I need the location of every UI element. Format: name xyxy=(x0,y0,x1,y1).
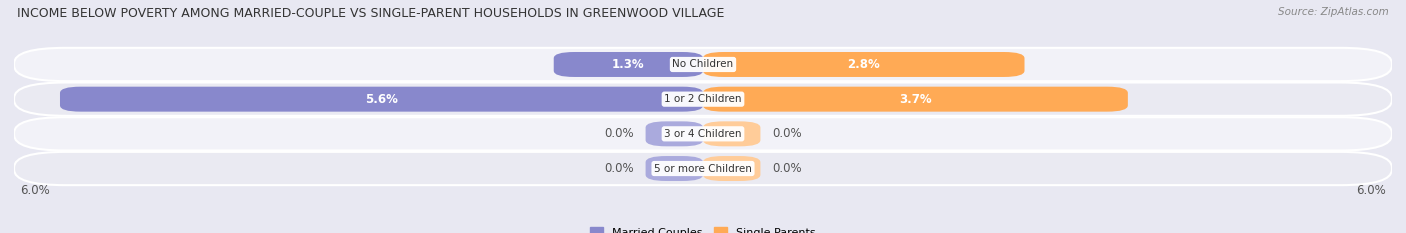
Text: 5.6%: 5.6% xyxy=(366,93,398,106)
Text: 2.8%: 2.8% xyxy=(848,58,880,71)
Text: No Children: No Children xyxy=(672,59,734,69)
Text: 6.0%: 6.0% xyxy=(1357,184,1386,196)
Text: 1 or 2 Children: 1 or 2 Children xyxy=(664,94,742,104)
FancyBboxPatch shape xyxy=(703,87,1128,112)
FancyBboxPatch shape xyxy=(703,52,1025,77)
Legend: Married Couples, Single Parents: Married Couples, Single Parents xyxy=(586,223,820,233)
FancyBboxPatch shape xyxy=(645,156,703,181)
Text: 0.0%: 0.0% xyxy=(605,162,634,175)
FancyBboxPatch shape xyxy=(645,121,703,146)
Text: 3 or 4 Children: 3 or 4 Children xyxy=(664,129,742,139)
Text: 1.3%: 1.3% xyxy=(612,58,645,71)
FancyBboxPatch shape xyxy=(703,156,761,181)
Text: 0.0%: 0.0% xyxy=(605,127,634,140)
FancyBboxPatch shape xyxy=(14,152,1392,185)
Text: Source: ZipAtlas.com: Source: ZipAtlas.com xyxy=(1278,7,1389,17)
Text: 0.0%: 0.0% xyxy=(772,127,801,140)
FancyBboxPatch shape xyxy=(14,82,1392,116)
FancyBboxPatch shape xyxy=(60,87,703,112)
Text: 3.7%: 3.7% xyxy=(898,93,932,106)
FancyBboxPatch shape xyxy=(554,52,703,77)
FancyBboxPatch shape xyxy=(14,48,1392,81)
Text: 5 or more Children: 5 or more Children xyxy=(654,164,752,174)
Text: 6.0%: 6.0% xyxy=(20,184,49,196)
Text: INCOME BELOW POVERTY AMONG MARRIED-COUPLE VS SINGLE-PARENT HOUSEHOLDS IN GREENWO: INCOME BELOW POVERTY AMONG MARRIED-COUPL… xyxy=(17,7,724,20)
Text: 0.0%: 0.0% xyxy=(772,162,801,175)
FancyBboxPatch shape xyxy=(703,121,761,146)
FancyBboxPatch shape xyxy=(14,117,1392,151)
